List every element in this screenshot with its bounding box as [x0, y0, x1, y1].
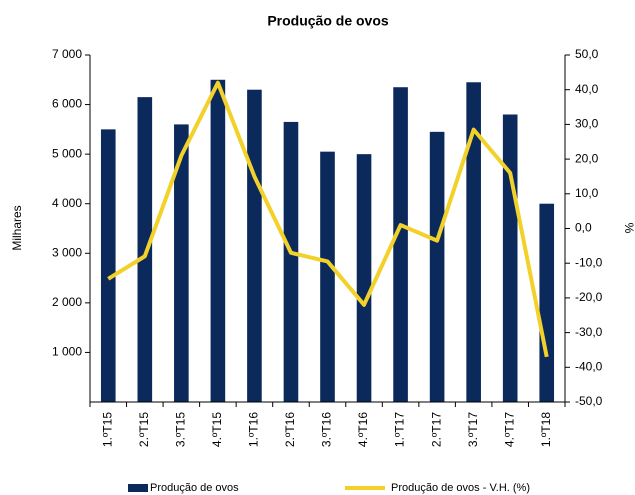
y2-tick-label: 20,0	[575, 151, 599, 165]
bar	[100, 129, 116, 402]
legend-label: Produção de ovos	[150, 482, 239, 494]
y2-tick-label: -30,0	[575, 325, 603, 339]
bar	[174, 124, 189, 403]
x-tick-label: 1.ºT16	[247, 412, 261, 447]
bar	[429, 131, 445, 403]
y2-tick-label: 50,0	[575, 47, 599, 61]
bar	[356, 154, 372, 402]
y-axis-title: Milhares	[10, 205, 24, 250]
x-tick-label: 3.ºT17	[466, 412, 480, 447]
x-tick-label: 3.ºT15	[174, 412, 188, 447]
bar	[210, 79, 226, 403]
bar	[320, 151, 335, 402]
legend-label: Produção de ovos - V.H. (%)	[391, 482, 530, 494]
y2-tick-label: -10,0	[575, 255, 603, 269]
y-tick-label: 5 000	[52, 146, 82, 160]
x-tick-label: 4.ºT15	[210, 412, 224, 447]
y2-tick-label: 0,0	[575, 221, 592, 235]
y2-tick-label: -40,0	[575, 359, 603, 373]
x-tick-label: 2.ºT15	[137, 412, 151, 447]
line	[107, 80, 549, 358]
y-tick-label: 2 000	[52, 295, 82, 309]
x-tick-label: 3.ºT16	[320, 412, 334, 447]
bar	[247, 89, 262, 402]
y2-tick-label: 40,0	[575, 82, 599, 96]
chart-title: Produção de ovos	[267, 13, 389, 29]
bar	[466, 82, 481, 402]
bar	[283, 121, 299, 403]
x-tick-label: 1.ºT17	[393, 412, 407, 447]
y2-tick-label: -50,0	[575, 394, 603, 408]
x-tick-label: 2.ºT16	[283, 412, 297, 447]
y-tick-label: 4 000	[52, 196, 82, 210]
bar	[502, 114, 518, 402]
legend-swatch	[128, 484, 148, 492]
bar	[539, 203, 555, 402]
bar	[393, 87, 408, 402]
x-tick-label: 1.ºT18	[539, 412, 553, 447]
y-tick-label: 7 000	[52, 47, 82, 61]
bar	[137, 97, 153, 402]
x-tick-label: 4.ºT17	[502, 412, 516, 447]
y2-tick-label: -20,0	[575, 290, 603, 304]
y2-axis-title: %	[622, 223, 635, 234]
y-tick-label: 6 000	[52, 97, 82, 111]
y-tick-label: 3 000	[52, 245, 82, 259]
x-tick-label: 2.ºT17	[429, 412, 443, 447]
x-tick-label: 4.ºT16	[356, 412, 370, 447]
x-tick-label: 1.ºT15	[100, 412, 114, 447]
y2-tick-label: 10,0	[575, 186, 599, 200]
y2-tick-label: 30,0	[575, 117, 599, 131]
y-tick-label: 1 000	[52, 345, 82, 359]
